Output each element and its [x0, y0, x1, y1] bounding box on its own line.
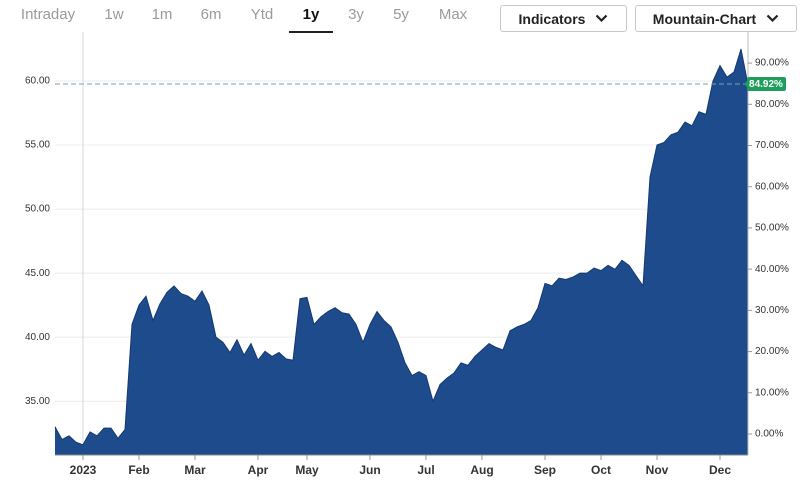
y-tick-label: 40.00 [25, 332, 50, 343]
y2-tick-label: 40.00% [755, 264, 789, 275]
x-tick-label: May [295, 463, 319, 477]
y-tick-label: 45.00 [25, 268, 50, 279]
indicators-button[interactable]: Indicators [500, 5, 627, 32]
y-tick-label: 55.00 [25, 140, 50, 151]
range-tab[interactable]: 6m [200, 6, 222, 23]
x-tick-label: Aug [470, 463, 493, 477]
x-tick-label: Feb [128, 463, 149, 477]
button-label: Mountain-Chart [652, 10, 757, 27]
y2-tick-label: 0.00% [755, 429, 783, 440]
x-tick-label: Mar [184, 463, 206, 477]
range-tab[interactable]: 1w [104, 6, 124, 23]
x-tick-label: Apr [248, 463, 269, 477]
range-tab[interactable]: Max [438, 6, 468, 23]
button-label: Indicators [518, 10, 586, 27]
y2-tick-label: 50.00% [755, 223, 789, 234]
range-tab[interactable]: 1m [151, 6, 173, 23]
y2-tick-label: 20.00% [755, 346, 789, 357]
area [55, 49, 748, 455]
chevron-icon [596, 14, 608, 23]
y2-tick-label: 90.00% [755, 58, 789, 69]
area-outline [54, 48, 749, 446]
y2-tick-label: 80.00% [755, 99, 789, 110]
range-tab[interactable]: Intraday [20, 6, 76, 23]
y-tick-label: 60.00 [25, 76, 50, 87]
y-tick-label: 35.00 [25, 396, 50, 407]
x-tick-label: Nov [646, 463, 669, 477]
range-tab[interactable]: 3y [348, 6, 364, 23]
range-tab[interactable]: 5y [393, 6, 409, 23]
y2-tick-label: 70.00% [755, 140, 789, 151]
y2-tick-label: 60.00% [755, 181, 789, 192]
x-tick-label: Sep [534, 463, 556, 477]
y2-tick-label: 10.00% [755, 387, 789, 398]
x-tick-label: Jun [359, 463, 380, 477]
x-tick-label: 2023 [70, 463, 97, 477]
x-tick-label: Dec [709, 463, 731, 477]
x-tick-label: Jul [417, 463, 434, 477]
selected-underline [289, 31, 333, 33]
y-tick-label: 50.00 [25, 204, 50, 215]
last-value-label: 84.92% [749, 79, 783, 90]
range-tab[interactable]: Ytd [250, 6, 274, 23]
last-value-badge [747, 77, 786, 92]
x-tick-label: Oct [591, 463, 611, 477]
last-value-dot [745, 81, 751, 88]
y2-tick-label: 30.00% [755, 305, 789, 316]
chart-type-button[interactable]: Mountain-Chart [635, 5, 797, 32]
chevron-icon [766, 14, 779, 23]
range-tab[interactable]: 1y [302, 6, 320, 23]
